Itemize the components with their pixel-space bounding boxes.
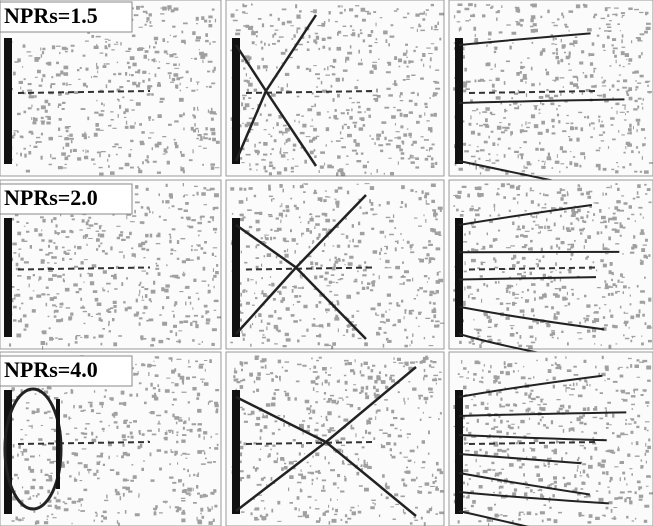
panel-frame (226, 0, 444, 176)
panel-label: NPRs=1.5 (4, 3, 98, 28)
panel-grid (0, 0, 653, 526)
panel-label: NPRs=4.0 (4, 357, 98, 382)
panel-frame (449, 180, 653, 349)
panel (226, 352, 444, 526)
panel (226, 180, 444, 349)
figure: NPRs=1.5 NPRs=2.0 NPRs=4.0 (0, 0, 653, 526)
nozzle-wall (232, 390, 240, 514)
nozzle-wall (4, 38, 12, 164)
panel (449, 0, 653, 186)
nozzle-wall (455, 390, 463, 514)
panel (449, 352, 653, 526)
nozzle-wall (232, 38, 240, 164)
nozzle-wall (4, 218, 12, 337)
nozzle-wall (232, 218, 240, 337)
panel (226, 0, 444, 176)
panel-label: NPRs=2.0 (4, 185, 98, 210)
nozzle-wall (455, 38, 463, 164)
page: {"panels": [{"label": "NPRs=1.5"}, {"lab… (0, 0, 653, 526)
nozzle-wall (455, 218, 463, 337)
panel (449, 180, 653, 368)
